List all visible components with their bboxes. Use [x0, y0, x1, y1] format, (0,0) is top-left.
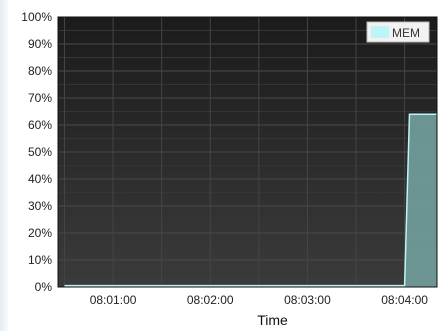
- plot-border: [57, 16, 438, 288]
- y-tick-label: 90%: [28, 37, 52, 51]
- y-tick-label: 50%: [28, 145, 52, 159]
- y-tick-label: 0%: [35, 280, 53, 294]
- y-tick-label: 10%: [28, 253, 52, 267]
- y-axis-ticks: 0% 10% 20% 30% 40% 50% 60% 70% 80% 90% 100%: [21, 10, 52, 294]
- page-left-edge: [0, 0, 8, 331]
- series-layer: [57, 16, 438, 288]
- y-tick-label: 20%: [28, 226, 52, 240]
- legend[interactable]: MEM: [366, 21, 430, 43]
- x-tick-label: 08:04:00: [381, 293, 428, 307]
- grid-lines: [58, 16, 437, 288]
- series-line-mem: [64, 113, 437, 287]
- x-tick-label: 08:03:00: [284, 293, 331, 307]
- y-tick-label: 100%: [21, 10, 52, 24]
- x-axis-title: Time: [257, 312, 288, 328]
- y-tick-label: 80%: [28, 64, 52, 78]
- y-tick-label: 60%: [28, 118, 52, 132]
- legend-label-mem: MEM: [392, 26, 420, 40]
- y-tick-label: 40%: [28, 172, 52, 186]
- legend-swatch-mem: [371, 26, 389, 38]
- y-tick-label: 30%: [28, 199, 52, 213]
- x-tick-label: 08:02:00: [187, 293, 234, 307]
- x-tick-label: 08:01:00: [90, 293, 137, 307]
- x-axis-ticks: 08:01:00 08:02:00 08:03:00 08:04:00: [90, 293, 429, 307]
- y-tick-label: 70%: [28, 91, 52, 105]
